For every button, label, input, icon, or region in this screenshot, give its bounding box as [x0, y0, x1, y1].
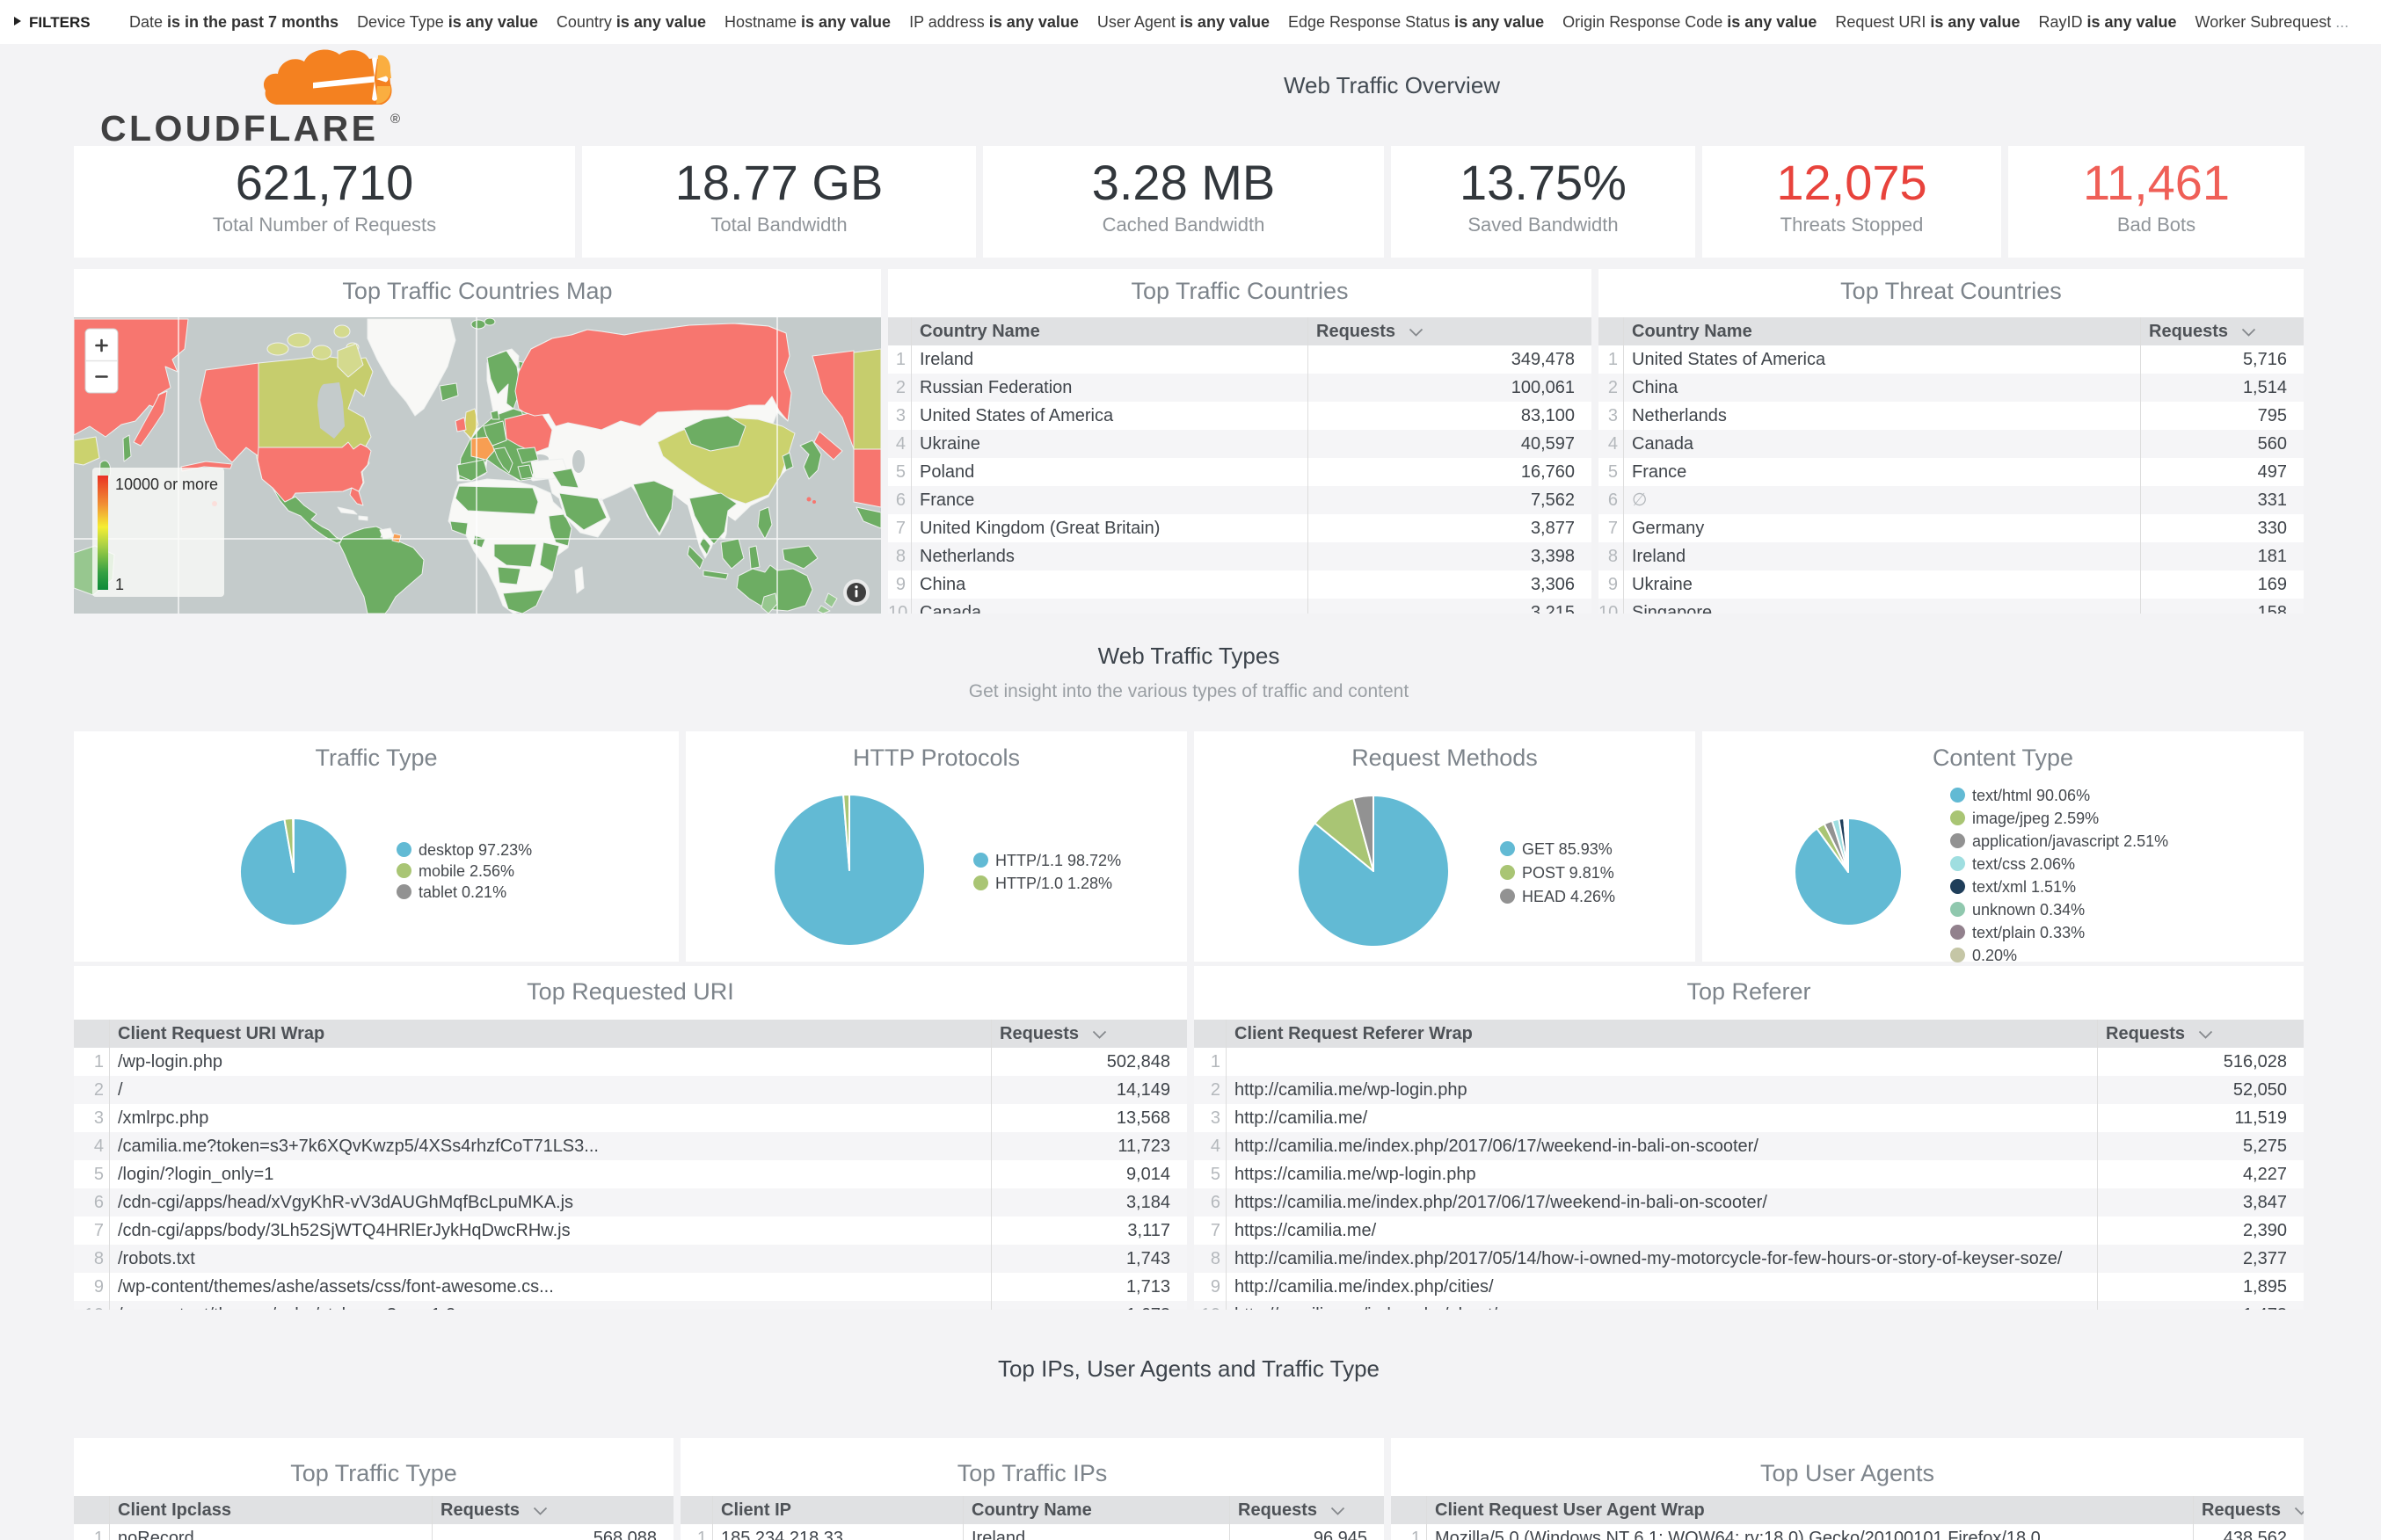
svg-text:1: 1: [115, 576, 124, 593]
svg-text:CLOUDFLARE: CLOUDFLARE: [100, 108, 378, 149]
svg-text:®: ®: [390, 112, 400, 127]
svg-text:10000 or more: 10000 or more: [115, 476, 218, 493]
